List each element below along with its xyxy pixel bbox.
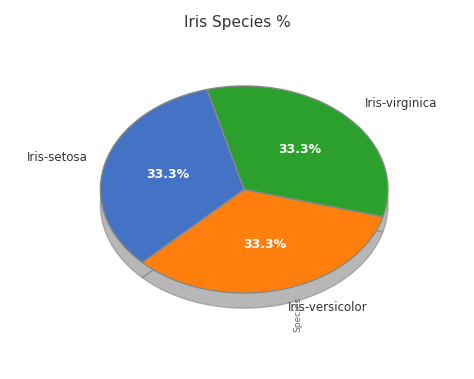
Text: 33.3%: 33.3%: [279, 143, 322, 156]
Text: Species: Species: [293, 297, 302, 332]
Polygon shape: [142, 190, 383, 293]
Text: Iris-setosa: Iris-setosa: [27, 151, 88, 164]
Title: Iris Species %: Iris Species %: [183, 16, 291, 30]
Polygon shape: [100, 89, 244, 263]
Text: 33.3%: 33.3%: [243, 238, 286, 251]
Polygon shape: [207, 101, 388, 232]
Polygon shape: [142, 205, 383, 308]
Text: Iris-virginica: Iris-virginica: [365, 97, 437, 110]
Text: Iris-versicolor: Iris-versicolor: [288, 301, 367, 314]
Polygon shape: [100, 105, 244, 278]
Polygon shape: [207, 86, 388, 217]
Text: 33.3%: 33.3%: [146, 168, 190, 181]
